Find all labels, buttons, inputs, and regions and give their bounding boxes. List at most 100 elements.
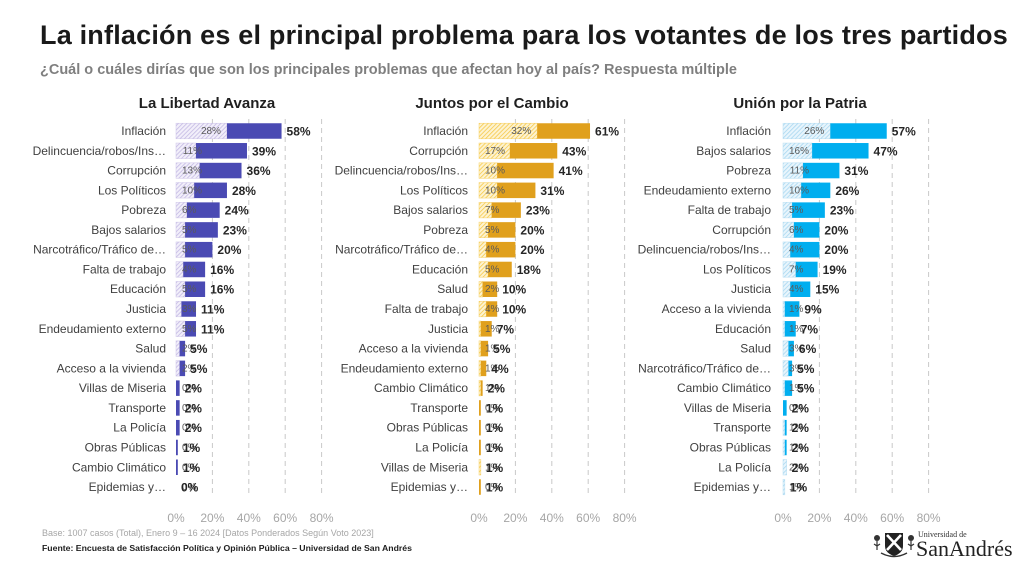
bar-row: Endeudamiento externo 5% 11% (39, 320, 225, 337)
bar-total-label: 7% (497, 322, 515, 336)
bar-solid (790, 281, 811, 297)
category-label: Los Políticos (400, 183, 468, 197)
bar-row: Salud 2% 10% (437, 281, 527, 298)
category-label: Justicia (731, 282, 771, 296)
bar-total-label: 20% (217, 243, 241, 257)
chart-panel-union-por-la-patria: Unión por la Patria 0% 20% 40% 60% 80% Inflac… (638, 95, 941, 525)
category-label: Bajos salarios (91, 223, 166, 237)
bar-row: Salud 2%5% (135, 340, 208, 357)
category-label: Justicia (428, 322, 468, 336)
bar-inner-label: 0% (789, 403, 804, 414)
bar-row: Narcotráfico/Tráfico de… 5% 20% (33, 241, 242, 258)
bar-row: Transporte 1%2% (713, 419, 810, 436)
bar-inner-label: 3% (789, 344, 804, 355)
category-label: Delincuencia/robos/Ins… (335, 164, 468, 178)
bar-total-label: 41% (559, 164, 583, 178)
bar-row: Obras Públicas 0%1% (85, 439, 200, 456)
bar-inner-label: 3% (182, 304, 197, 315)
bar-total-label: 0% (181, 481, 199, 495)
university-logo: Universidad de SanAndrés (870, 528, 1020, 562)
bar-total-label: 1% (790, 481, 808, 495)
bar-row: Obras Públicas 0%1% (387, 419, 504, 436)
bar-solid (176, 459, 178, 476)
x-tick-label: 80% (613, 511, 637, 525)
category-label: Cambio Climático (677, 381, 771, 395)
bar-solid (792, 202, 825, 218)
bar-row: Endeudamiento externo 10% 26% (644, 182, 860, 199)
bar-hatched (782, 360, 789, 377)
bar-total-label: 23% (223, 223, 247, 237)
bar-total-label: 2% (488, 382, 506, 396)
bar-inner-label: 2% (182, 344, 197, 355)
panel-title: La Libertad Avanza (139, 95, 276, 112)
bar-row: Los Políticos 10% 31% (400, 182, 565, 199)
bar-total-label: 5% (797, 382, 815, 396)
bar-inner-label: 4% (789, 245, 804, 256)
bar-row: Corrupción 17% 43% (409, 142, 587, 159)
bar-solid (186, 202, 220, 218)
bar-total-label: 31% (844, 164, 868, 178)
bar-total-label: 7% (801, 322, 819, 336)
bar-row: Falta de trabajo 4% 10% (385, 300, 527, 318)
category-label: Delincuencia/robos/Ins… (33, 144, 166, 158)
bar-hatched (782, 459, 787, 476)
bar-solid (176, 439, 178, 456)
bar-total-label: 1% (486, 461, 504, 475)
x-tick-label: 0% (470, 511, 488, 525)
bar-inner-label: 11% (790, 166, 809, 177)
bar-total-label: 5% (797, 362, 815, 376)
bar-row: Educación 1%7% (715, 320, 819, 337)
bar-row: Epidemias y… 0%1% (391, 479, 503, 495)
bar-total-label: 2% (792, 441, 810, 455)
bar-inner-label: 5% (485, 225, 500, 236)
bar-row: La Policía 0%2% (113, 419, 202, 436)
chart-panel-juntos-por-el-cambio: Juntos por el Cambio 0% 20% 40% 60% 80% Infla… (335, 95, 637, 525)
bar-total-label: 28% (232, 184, 256, 198)
bar-total-label: 26% (835, 184, 859, 198)
category-label: Los Políticos (703, 262, 771, 276)
category-label: Salud (135, 342, 166, 356)
bar-solid (185, 222, 218, 238)
category-label: Villas de Miseria (79, 381, 166, 395)
bar-hatched (478, 380, 482, 397)
panel-title: Unión por la Patria (733, 95, 867, 112)
category-label: Pobreza (423, 223, 468, 237)
category-label: Inflación (726, 124, 771, 138)
bar-solid (486, 241, 516, 258)
bar-inner-label: 1% (485, 344, 500, 355)
bar-inner-label: 17% (485, 146, 505, 157)
bar-total-label: 1% (486, 421, 504, 435)
university-crest-icon (873, 533, 915, 558)
bar-total-label: 16% (210, 263, 234, 277)
bar-solid (185, 241, 213, 258)
bar-solid (176, 380, 180, 396)
bar-hatched (782, 439, 786, 456)
bar-row: Pobreza 11% 31% (726, 162, 869, 179)
category-label: Narcotráfico/Tráfico de… (638, 361, 771, 375)
category-label: Pobreza (726, 164, 771, 178)
bar-inner-label: 7% (789, 264, 804, 275)
bar-inner-label: 4% (789, 284, 804, 295)
panel-title: Juntos por el Cambio (415, 95, 568, 112)
bar-row: Acceso a la vivienda 2%5% (57, 360, 208, 377)
bar-total-label: 19% (823, 263, 847, 277)
bar-solid (497, 182, 536, 199)
category-label: Endeudamiento externo (644, 183, 772, 197)
category-label: Inflación (121, 124, 166, 138)
bar-total-label: 2% (792, 421, 810, 435)
bar-total-label: 10% (502, 303, 526, 317)
category-label: Salud (437, 282, 468, 296)
bar-inner-label: 0% (182, 462, 197, 473)
bar-solid (784, 380, 793, 396)
category-label: Cambio Climático (72, 460, 166, 474)
category-label: Transporte (713, 421, 771, 435)
bar-total-label: 2% (185, 382, 203, 396)
category-label: Educación (110, 282, 166, 296)
bar-hatched (478, 360, 482, 377)
bar-inner-label: 5% (182, 284, 197, 295)
bar-inner-label: 28% (201, 126, 221, 137)
bar-solid (803, 162, 840, 179)
bar-row: Inflación 32% 61% (423, 122, 619, 140)
bar-solid (176, 419, 180, 436)
category-label: Delincuencia/robos/Ins… (638, 243, 771, 257)
